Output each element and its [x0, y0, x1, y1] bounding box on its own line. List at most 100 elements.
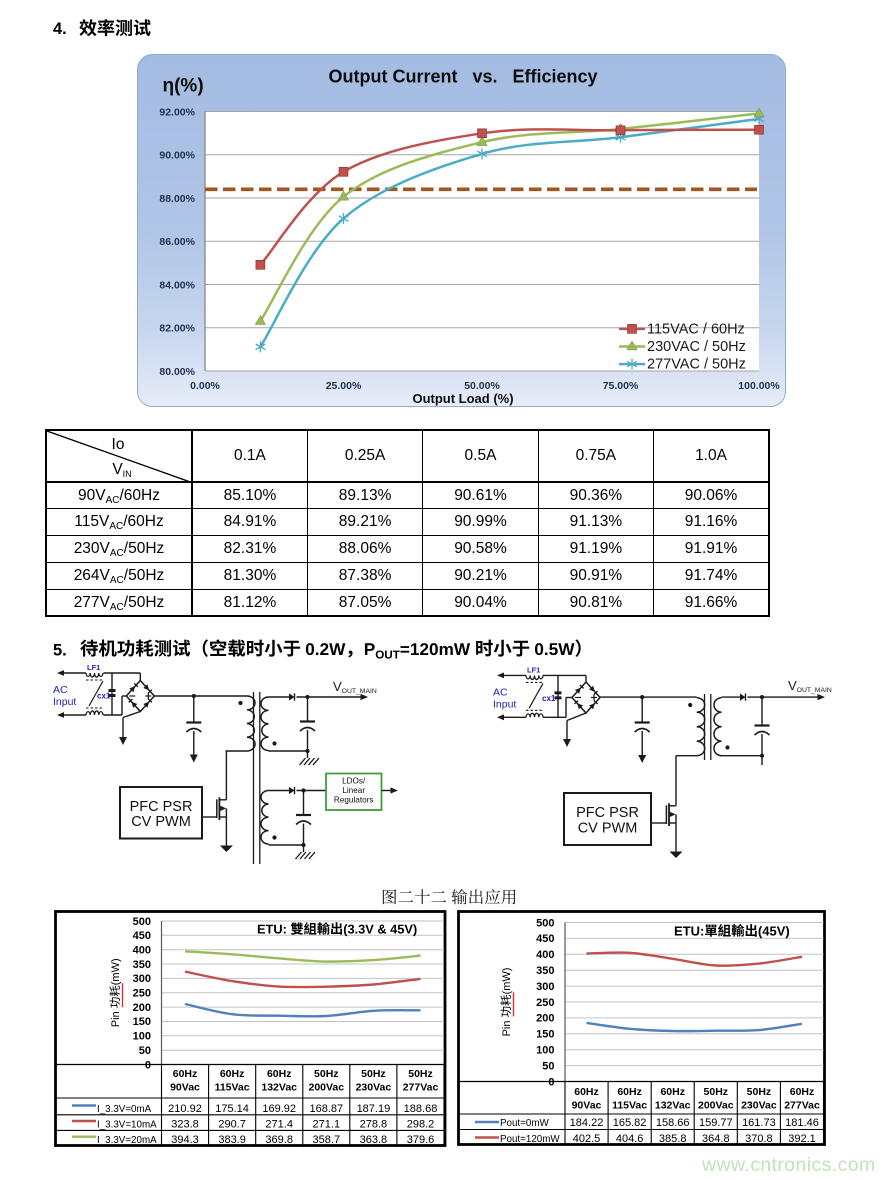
svg-text:159.77: 159.77 [699, 1117, 733, 1129]
svg-text:cx1: cx1 [542, 694, 556, 703]
svg-text:50.00%: 50.00% [464, 380, 500, 392]
svg-text:175.14: 175.14 [215, 1103, 249, 1115]
svg-text:Output Load (%): Output Load (%) [412, 391, 513, 406]
svg-text:188.68: 188.68 [404, 1103, 438, 1115]
svg-text:278.8: 278.8 [360, 1119, 388, 1131]
svg-text:82.00%: 82.00% [159, 323, 195, 335]
svg-text:PFC PSR: PFC PSR [130, 799, 193, 815]
svg-text:AC: AC [493, 686, 508, 698]
svg-text:184.22: 184.22 [570, 1117, 604, 1129]
svg-text:379.6: 379.6 [407, 1134, 435, 1146]
svg-text:158.66: 158.66 [656, 1117, 690, 1129]
svg-text:50Hz: 50Hz [747, 1086, 772, 1098]
svg-text:392.1: 392.1 [788, 1133, 816, 1145]
svg-text:363.8: 363.8 [360, 1134, 388, 1146]
svg-text:150: 150 [133, 1016, 151, 1028]
svg-text:385.8: 385.8 [659, 1133, 687, 1145]
svg-text:cx1: cx1 [97, 692, 111, 701]
svg-text:60Hz: 60Hz [220, 1068, 245, 1080]
svg-text:358.7: 358.7 [313, 1134, 341, 1146]
svg-text:181.46: 181.46 [785, 1117, 819, 1129]
svg-text:LF1: LF1 [87, 663, 100, 672]
svg-text:250: 250 [133, 988, 151, 1000]
svg-text:VOUT_MAIN: VOUT_MAIN [788, 678, 832, 694]
svg-text:50Hz: 50Hz [408, 1068, 433, 1080]
svg-text:Linear: Linear [342, 786, 365, 795]
svg-text:Regulators: Regulators [334, 796, 374, 805]
svg-text:CV PWM: CV PWM [131, 814, 191, 830]
svg-text:200: 200 [536, 1013, 554, 1025]
svg-text:60Hz: 60Hz [617, 1086, 642, 1098]
svg-text:4.: 4. [53, 20, 67, 38]
svg-text:AC: AC [53, 684, 68, 696]
svg-text:364.8: 364.8 [702, 1133, 730, 1145]
svg-text:100: 100 [536, 1045, 554, 1057]
svg-text:90.00%: 90.00% [159, 150, 195, 162]
svg-text:5.: 5. [53, 642, 67, 660]
svg-text:168.87: 168.87 [309, 1103, 343, 1115]
svg-text:450: 450 [133, 930, 151, 942]
svg-text:50: 50 [542, 1060, 554, 1072]
svg-text:Input: Input [493, 698, 516, 710]
svg-text:402.5: 402.5 [573, 1133, 601, 1145]
svg-text:369.8: 369.8 [265, 1134, 293, 1146]
svg-text:169.92: 169.92 [262, 1103, 296, 1115]
svg-text:404.6: 404.6 [616, 1133, 644, 1145]
svg-text:250: 250 [536, 997, 554, 1009]
svg-text:277Vac: 277Vac [784, 1100, 820, 1112]
svg-text:290.7: 290.7 [218, 1119, 246, 1131]
svg-text:115VAC / 60Hz: 115VAC / 60Hz [647, 322, 745, 338]
svg-text:60Hz: 60Hz [267, 1068, 292, 1080]
svg-text:VOUT_MAIN: VOUT_MAIN [333, 679, 377, 695]
svg-text:LF1: LF1 [527, 665, 540, 674]
svg-text:394.3: 394.3 [171, 1134, 199, 1146]
svg-text:200: 200 [133, 1002, 151, 1014]
svg-text:350: 350 [133, 959, 151, 971]
svg-text:0: 0 [145, 1059, 151, 1071]
svg-text:400: 400 [536, 949, 554, 961]
svg-text:60Hz: 60Hz [660, 1086, 685, 1098]
svg-text:300: 300 [133, 973, 151, 985]
svg-text:230Vac: 230Vac [741, 1100, 777, 1112]
svg-text:400: 400 [133, 945, 151, 957]
svg-text:277Vac: 277Vac [403, 1082, 439, 1094]
svg-text:298.2: 298.2 [407, 1119, 435, 1131]
svg-text:LDOs/: LDOs/ [342, 777, 366, 786]
svg-text:230Vac: 230Vac [356, 1082, 392, 1094]
svg-text:I_3.3V=20mA: I_3.3V=20mA [97, 1135, 157, 1146]
svg-text:100: 100 [133, 1031, 151, 1043]
svg-text:86.00%: 86.00% [159, 236, 195, 248]
svg-text:η(%): η(%) [163, 76, 204, 97]
svg-text:150: 150 [536, 1029, 554, 1041]
svg-text:Pout=0mW: Pout=0mW [500, 1118, 549, 1129]
svg-text:500: 500 [536, 917, 554, 929]
svg-text:115Vac: 115Vac [215, 1082, 250, 1094]
svg-text:92.00%: 92.00% [159, 106, 195, 118]
svg-text:132Vac: 132Vac [261, 1082, 297, 1094]
svg-text:271.1: 271.1 [313, 1119, 341, 1131]
svg-text:Pout=120mW: Pout=120mW [500, 1134, 560, 1145]
svg-text:60Hz: 60Hz [173, 1068, 198, 1080]
svg-text:25.00%: 25.00% [326, 380, 362, 392]
svg-text:50Hz: 50Hz [704, 1086, 729, 1098]
svg-text:200Vac: 200Vac [698, 1100, 734, 1112]
svg-text:200Vac: 200Vac [308, 1082, 344, 1094]
svg-text:277VAC / 50Hz: 277VAC / 50Hz [647, 357, 746, 373]
svg-text:132Vac: 132Vac [655, 1100, 691, 1112]
svg-text:230VAC / 50Hz: 230VAC / 50Hz [647, 339, 746, 355]
svg-text:I_3.3V=10mA: I_3.3V=10mA [97, 1120, 157, 1131]
svg-text:90Vac: 90Vac [572, 1100, 602, 1112]
svg-text:CV PWM: CV PWM [578, 820, 638, 836]
svg-text:75.00%: 75.00% [603, 380, 639, 392]
svg-text:450: 450 [536, 933, 554, 945]
svg-text:323.8: 323.8 [171, 1119, 199, 1131]
svg-text:0: 0 [548, 1076, 554, 1088]
svg-text:161.73: 161.73 [742, 1117, 776, 1129]
svg-text:I_3.3V=0mA: I_3.3V=0mA [97, 1104, 152, 1115]
svg-text:90Vac: 90Vac [170, 1082, 200, 1094]
svg-text:383.9: 383.9 [218, 1134, 246, 1146]
svg-text:300: 300 [536, 981, 554, 993]
svg-text:PFC PSR: PFC PSR [576, 805, 639, 821]
svg-text:187.19: 187.19 [357, 1103, 391, 1115]
svg-text:50: 50 [139, 1045, 151, 1057]
